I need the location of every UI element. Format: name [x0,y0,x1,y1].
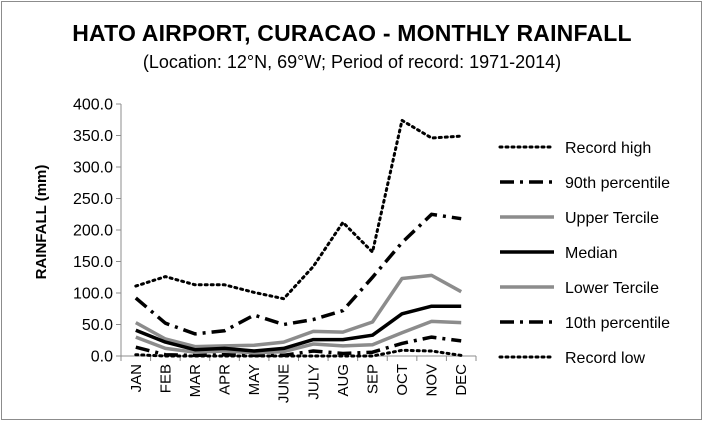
x-tick-label: NOV [424,364,441,397]
x-tick-label: APR [217,364,234,395]
series-line-lower-tercile [135,319,462,355]
series-line-record-high [134,118,463,301]
y-tick-label: 0.0 [91,349,113,366]
x-tick-label: JULY [305,364,322,400]
axes-layer: 0.0 50.0 100.0 150.0 200.0 250.0 300.0 350.0 400… [33,97,477,403]
series-line-90th-percentile [134,212,462,336]
series-line-median [135,304,462,353]
chart-subtitle: (Location: 12°N, 69°W; Period of record:… [142,52,562,72]
x-tick-label: SEP [364,364,381,394]
series-line-10th-percentile [135,335,462,358]
y-tick-label: 200.0 [73,223,113,240]
y-tick-label: 400.0 [73,97,113,114]
legend-label-median: Median [565,245,617,262]
x-tick-label: JUNE [276,364,293,403]
y-tick-label: 150.0 [73,254,113,271]
series-layer [134,118,463,358]
x-tick-label: JAN [128,364,145,392]
chart-title: HATO AIRPORT, CURACAO - MONTHLY RAINFALL [72,20,632,46]
legend: Record high 90th percentile Upper Tercile M… [498,140,670,367]
y-tick-label: 300.0 [73,160,113,177]
y-tick-label: 100.0 [73,286,113,303]
x-tick-label: MAR [187,364,204,398]
series-line-upper-tercile [134,273,463,349]
legend-label-record-low: Record low [565,350,645,367]
legend-label-record-high: Record high [565,140,651,157]
legend-label-upper-tercile: Upper Tercile [565,210,659,227]
x-tick-label: DEC [453,364,470,396]
legend-label-lower-tercile: Lower Tercile [565,280,659,297]
y-tick-label: 50.0 [82,317,113,334]
y-tick-label: 350.0 [73,128,113,145]
x-tick-label: FEB [157,364,174,393]
x-tick-label: MAY [246,364,263,395]
series-line-record-low [134,348,463,358]
y-tick-label: 250.0 [73,191,113,208]
y-axis-title: RAINFALL (mm) [33,165,50,280]
legend-label-90th-percentile: 90th percentile [565,175,670,192]
x-tick-label: OCT [394,364,411,396]
legend-label-10th-percentile: 10th percentile [565,315,670,332]
x-tick-label: AUG [335,364,352,397]
